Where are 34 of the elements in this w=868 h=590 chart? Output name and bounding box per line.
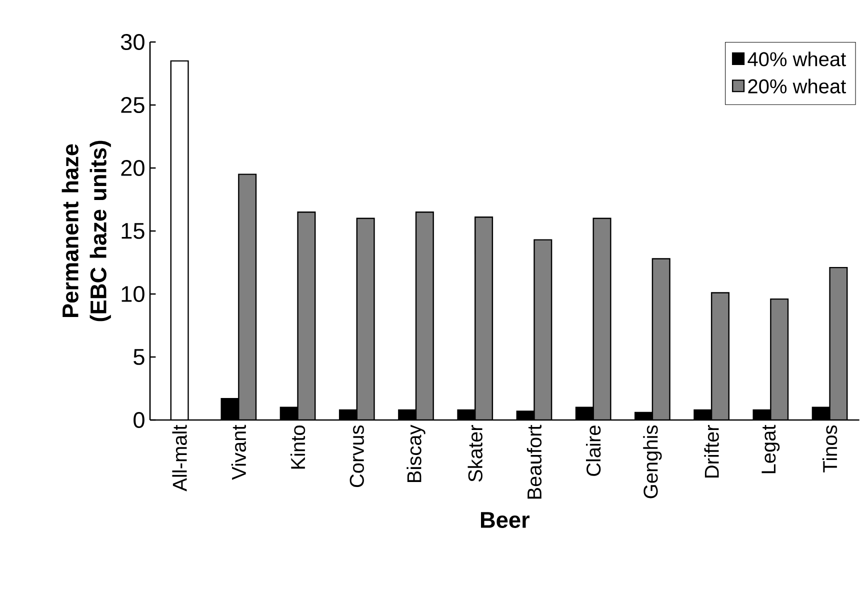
bar — [475, 217, 492, 420]
bar — [238, 174, 256, 420]
bar — [712, 292, 729, 420]
x-tick-label: Skater — [468, 425, 482, 482]
y-tick-label: 0 — [134, 412, 144, 428]
y-tick-label: 5 — [134, 349, 144, 365]
legend-label: 40% wheat — [748, 52, 846, 66]
x-tick-label: Genghis — [643, 425, 662, 498]
x-tick-label: All-malt — [172, 424, 187, 492]
x-tick-label: Drifter — [704, 425, 719, 478]
bar — [416, 212, 434, 420]
x-tick-label: Kinto — [290, 426, 306, 469]
y-tick-label: 15 — [122, 223, 144, 239]
x-tick-label: Tinos — [822, 425, 838, 472]
x-tick-label: Claire — [586, 426, 601, 476]
x-tick-label: Vivant — [231, 424, 246, 480]
bar — [770, 299, 788, 420]
bar — [534, 240, 552, 420]
bar — [829, 266, 848, 420]
x-tick-label: Legat — [762, 424, 780, 474]
bar — [298, 212, 316, 420]
bar — [593, 218, 611, 420]
legend-label: 20% wheat — [748, 78, 846, 94]
y-tick-label: 10 — [122, 286, 144, 302]
x-tick-label: Beaufort — [526, 424, 542, 499]
y-tick-label: 30 — [120, 34, 144, 50]
x-axis-title: Beer — [480, 512, 530, 528]
y-axis-title: Permanent haze (EBC haze units) — [62, 140, 111, 322]
y-tick-label: 20 — [121, 160, 144, 176]
bar — [356, 218, 374, 420]
x-tick-label: Corvus — [350, 425, 364, 488]
x-tick-label: Biscay — [406, 424, 426, 482]
y-tick-label: 25 — [121, 96, 144, 114]
bar — [652, 258, 670, 420]
